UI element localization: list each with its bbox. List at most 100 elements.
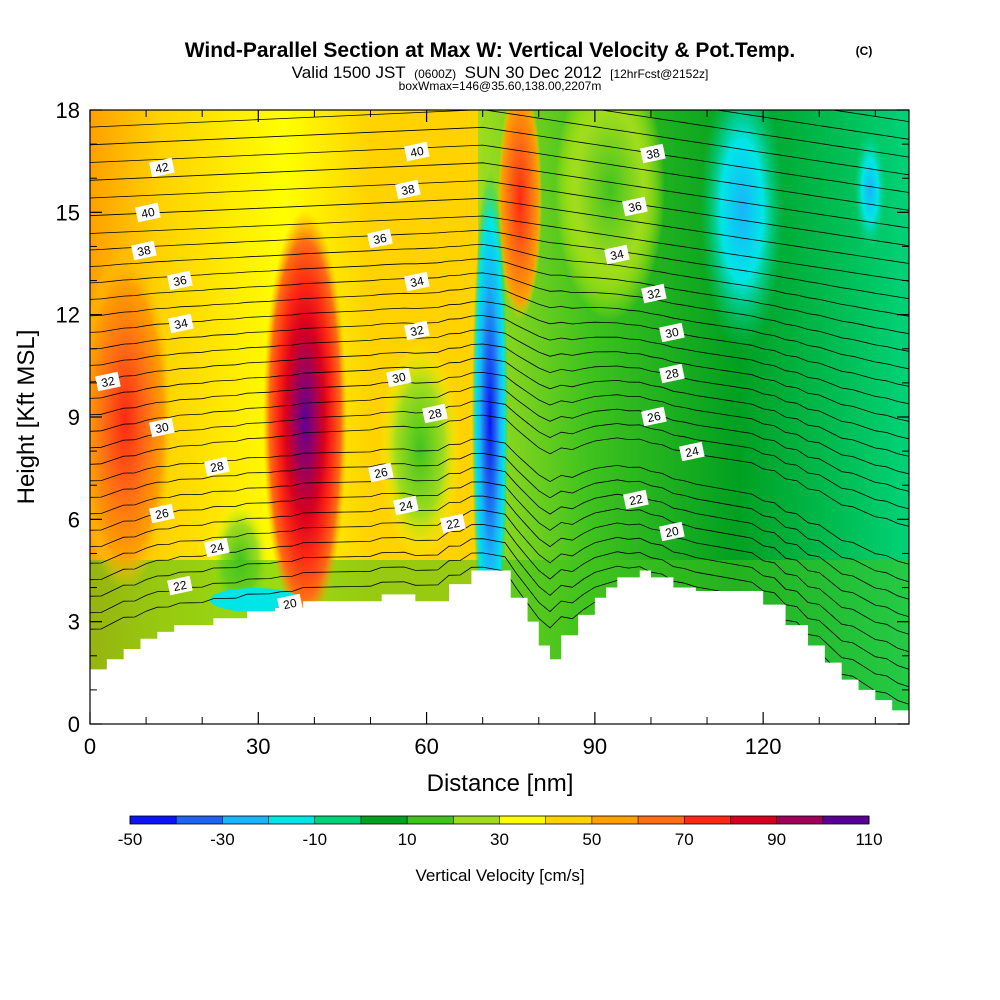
isentrope-line — [90, 144, 909, 211]
colorbar-swatch — [314, 816, 362, 824]
x-tick-label: 0 — [84, 734, 96, 759]
contour-label-bg — [395, 179, 421, 200]
contour-label: 26 — [154, 506, 170, 523]
chart-subtitle-box: boxWmax=146@35.60,138.00,2207m — [399, 79, 602, 93]
colorbar-swatch — [130, 816, 177, 824]
downdraft-right — [700, 110, 784, 350]
colorbar-swatch — [730, 816, 778, 824]
contour-label: 22 — [172, 578, 188, 595]
chart-subtitle: Valid 1500 JST (0600Z) SUN 30 Dec 2012 [… — [292, 63, 709, 82]
contour-label: 40 — [409, 144, 425, 161]
isentrope-line — [90, 110, 909, 176]
colorbar-tick-label: -50 — [118, 830, 143, 849]
contour-label: 38 — [645, 146, 661, 163]
isentrope-line — [90, 509, 909, 653]
contour-label-bg — [679, 441, 705, 462]
colorbar-swatch — [591, 816, 639, 824]
contour-label: 26 — [373, 465, 389, 482]
colorbar-tick-label: -30 — [210, 830, 235, 849]
isentrope-line — [90, 286, 909, 370]
isentrope-line — [90, 357, 909, 457]
isentrope-line — [90, 315, 909, 405]
contour-label-bg — [604, 244, 630, 265]
contour-label-bg — [659, 521, 685, 542]
updraft-main — [263, 210, 347, 630]
colorbar-swatch — [407, 816, 454, 824]
contour-label: 30 — [664, 325, 680, 342]
contour-label-bg — [95, 371, 121, 392]
contour-label: 28 — [427, 406, 443, 423]
contour-label: 36 — [372, 231, 388, 248]
colorbar-swatch — [545, 816, 593, 824]
contour-label: 20 — [282, 596, 298, 613]
colorbar-swatch — [453, 816, 500, 824]
isentrope-line — [90, 215, 909, 282]
isentrope-line — [90, 467, 909, 600]
isentrope-line — [90, 300, 909, 387]
contour-label: 30 — [154, 420, 170, 437]
contour-label-bg — [622, 196, 648, 217]
contour-label-bg — [404, 271, 430, 292]
colorbar-swatch — [776, 816, 824, 824]
isentrope-line — [90, 452, 909, 583]
isentrope-line — [90, 126, 909, 193]
contour-label: 26 — [646, 409, 662, 426]
colorbar-tick-label: 70 — [675, 830, 694, 849]
x-tick-label: 90 — [583, 734, 607, 759]
colorbar-swatch — [268, 816, 316, 824]
contour-label: 24 — [209, 540, 225, 557]
contour-label-bg — [659, 322, 685, 343]
contour-label: 36 — [627, 199, 643, 216]
contour-label-bg — [204, 456, 230, 477]
colorbar-tick-label: 90 — [767, 830, 786, 849]
isentrope-line — [90, 414, 909, 527]
contour-label-bg — [641, 406, 667, 427]
contour-label: 22 — [445, 516, 461, 533]
x-axis: 0 30 60 90 120 — [84, 110, 876, 759]
chart-title-tag: (C) — [856, 44, 873, 58]
updraft-right — [498, 110, 542, 320]
contour-label: 24 — [398, 498, 414, 515]
contour-label: 28 — [664, 366, 680, 383]
y-tick-label: 3 — [68, 610, 80, 635]
contour-label: 34 — [409, 274, 425, 291]
contour-label-bg — [641, 283, 667, 304]
colorbar-swatch — [360, 816, 408, 824]
isentrope-line — [90, 229, 909, 300]
contour-label: 24 — [684, 444, 700, 461]
contour-label-bg — [149, 417, 175, 438]
theta-contours — [90, 110, 909, 723]
contour-label-bg — [623, 489, 649, 510]
colorbar-tick-label: 50 — [582, 830, 601, 849]
isentrope-line — [90, 400, 909, 510]
colorbar-swatch — [638, 816, 685, 824]
x-tick-label: 30 — [246, 734, 270, 759]
contour-label: 30 — [391, 370, 407, 387]
isentrope-line — [90, 329, 909, 422]
contour-label-bg — [167, 270, 193, 291]
isentrope-line — [90, 343, 909, 440]
contour-label: 36 — [172, 273, 188, 290]
isentrope-line — [90, 371, 909, 475]
y-tick-label: 18 — [56, 98, 80, 123]
isentrope-line — [90, 197, 909, 264]
contour-label: 32 — [100, 374, 116, 391]
y-tick-label: 0 — [68, 712, 80, 737]
colorbar-swatch — [176, 816, 223, 824]
contour-label: 32 — [409, 323, 425, 340]
contour-label-bg — [135, 202, 161, 223]
x-axis-title: Distance [nm] — [427, 770, 574, 797]
contour-label-bg — [204, 537, 230, 558]
contour-label-bg — [640, 143, 666, 164]
contour-label-bg — [149, 157, 175, 178]
y-tick-label: 9 — [68, 405, 80, 430]
downdraft-low-left — [210, 588, 300, 612]
colorbar-swatch — [684, 816, 731, 824]
chart-title: Wind-Parallel Section at Max W: Vertical… — [185, 39, 796, 62]
x-tick-label: 120 — [745, 734, 782, 759]
isentrope-line — [90, 495, 909, 635]
colorbar: -50 -30 -10 10 30 50 70 90 110 — [118, 815, 883, 849]
contour-label-bg — [404, 320, 430, 341]
